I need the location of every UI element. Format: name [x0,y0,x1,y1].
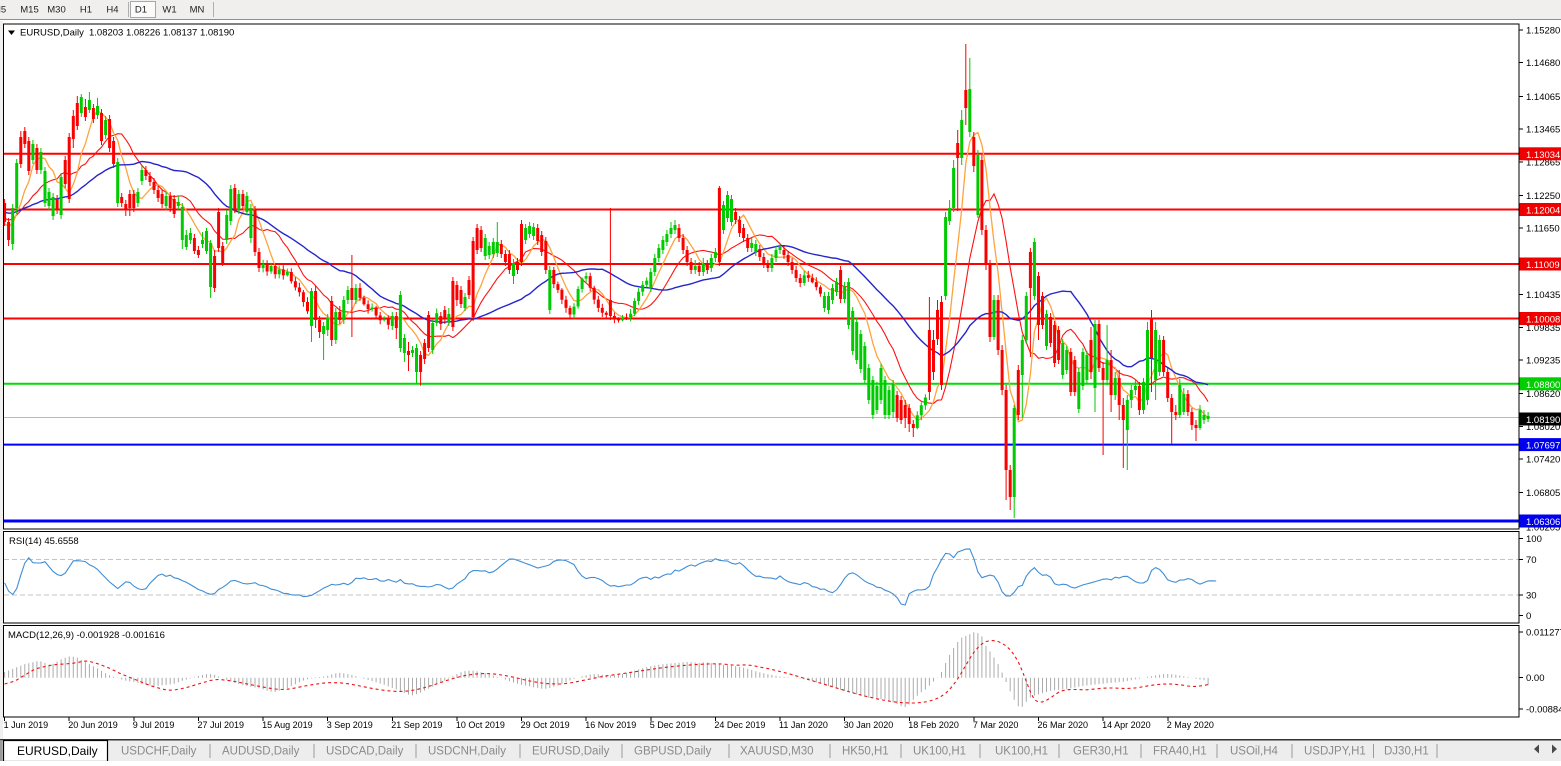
svg-text:1.08800: 1.08800 [1526,380,1560,391]
svg-text:FRA40,H1: FRA40,H1 [1153,746,1207,758]
svg-text:1.14065: 1.14065 [1526,92,1560,103]
svg-text:0.00: 0.00 [1526,673,1545,684]
svg-text:EURUSD,Daily: EURUSD,Daily [20,28,84,39]
svg-text:5 Dec 2019: 5 Dec 2019 [650,720,696,730]
svg-text:AUDUSD,Daily: AUDUSD,Daily [222,746,300,758]
svg-text:29 Oct 2019: 29 Oct 2019 [521,720,570,730]
svg-text:USDCNH,Daily: USDCNH,Daily [428,746,506,758]
svg-text:16 Nov 2019: 16 Nov 2019 [585,720,636,730]
svg-text:70: 70 [1526,555,1537,566]
svg-text:11 Jan 2020: 11 Jan 2020 [779,720,828,730]
svg-text:UK100,H1: UK100,H1 [995,746,1048,758]
svg-text:1.08190: 1.08190 [1526,415,1560,426]
svg-text:-0.008845: -0.008845 [1526,705,1561,716]
svg-text:UK100,H1: UK100,H1 [913,746,966,758]
svg-text:7 Mar 2020: 7 Mar 2020 [973,720,1019,730]
svg-text:30 Jan 2020: 30 Jan 2020 [844,720,894,730]
svg-text:1.13034: 1.13034 [1526,150,1560,161]
svg-text:RSI(14) 45.6558: RSI(14) 45.6558 [9,536,79,547]
svg-text:USOil,H4: USOil,H4 [1230,746,1279,758]
svg-text:1.09235: 1.09235 [1526,356,1560,367]
svg-text:30: 30 [1526,591,1537,602]
svg-text:15 Aug 2019: 15 Aug 2019 [262,720,313,730]
svg-text:1.08203 1.08226 1.08137 1.0819: 1.08203 1.08226 1.08137 1.08190 [89,28,234,39]
svg-text:1.12250: 1.12250 [1526,191,1560,202]
svg-text:EURUSD,Daily: EURUSD,Daily [17,744,98,758]
svg-text:100: 100 [1526,534,1542,545]
svg-text:W1: W1 [162,5,176,16]
svg-text:0.011277: 0.011277 [1526,628,1561,639]
svg-text:1.15280: 1.15280 [1526,26,1560,37]
svg-text:21 Sep 2019: 21 Sep 2019 [391,720,442,730]
svg-text:M30: M30 [47,5,65,16]
svg-text:H1: H1 [80,5,92,16]
svg-text:GBPUSD,Daily: GBPUSD,Daily [634,746,712,758]
svg-text:20 Jun 2019: 20 Jun 2019 [68,720,118,730]
svg-text:10 Oct 2019: 10 Oct 2019 [456,720,505,730]
svg-text:HK50,H1: HK50,H1 [842,746,889,758]
svg-text:USDJPY,H1: USDJPY,H1 [1304,746,1366,758]
svg-text:18 Feb 2020: 18 Feb 2020 [908,720,959,730]
svg-text:1.10008: 1.10008 [1526,315,1560,326]
svg-text:1.07420: 1.07420 [1526,455,1560,466]
svg-text:H4: H4 [106,5,118,16]
svg-text:27 Jul 2019: 27 Jul 2019 [198,720,245,730]
svg-text:MN: MN [190,5,205,16]
svg-text:1.06805: 1.06805 [1526,488,1560,499]
svg-text:1 Jun 2019: 1 Jun 2019 [4,720,49,730]
svg-text:M15: M15 [20,5,38,16]
svg-text:GER30,H1: GER30,H1 [1073,746,1129,758]
svg-text:MACD(12,26,9) -0.001928 -0.001: MACD(12,26,9) -0.001928 -0.001616 [8,630,165,641]
svg-text:3 Sep 2019: 3 Sep 2019 [327,720,373,730]
svg-text:1.06306: 1.06306 [1526,517,1560,528]
svg-text:1.07697: 1.07697 [1526,441,1560,452]
svg-text:M5: M5 [0,5,6,16]
svg-text:14 Apr 2020: 14 Apr 2020 [1102,720,1151,730]
svg-text:XAUUSD,M30: XAUUSD,M30 [740,746,814,758]
svg-text:1.11650: 1.11650 [1526,224,1560,235]
svg-text:9 Jul 2019: 9 Jul 2019 [133,720,175,730]
svg-text:USDCHF,Daily: USDCHF,Daily [121,746,197,758]
svg-text:USDCAD,Daily: USDCAD,Daily [326,746,404,758]
svg-text:1.13465: 1.13465 [1526,125,1560,136]
svg-text:26 Mar 2020: 26 Mar 2020 [1038,720,1089,730]
svg-text:1.12004: 1.12004 [1526,206,1560,217]
svg-text:1.11009: 1.11009 [1526,260,1560,271]
svg-text:1.14680: 1.14680 [1526,58,1560,69]
svg-text:DJ30,H1: DJ30,H1 [1384,746,1429,758]
svg-text:1.10435: 1.10435 [1526,290,1560,301]
svg-text:D1: D1 [135,5,147,16]
svg-text:2 May 2020: 2 May 2020 [1167,720,1214,730]
svg-text:EURUSD,Daily: EURUSD,Daily [532,746,610,758]
svg-text:0: 0 [1526,611,1531,622]
svg-text:24 Dec 2019: 24 Dec 2019 [714,720,765,730]
